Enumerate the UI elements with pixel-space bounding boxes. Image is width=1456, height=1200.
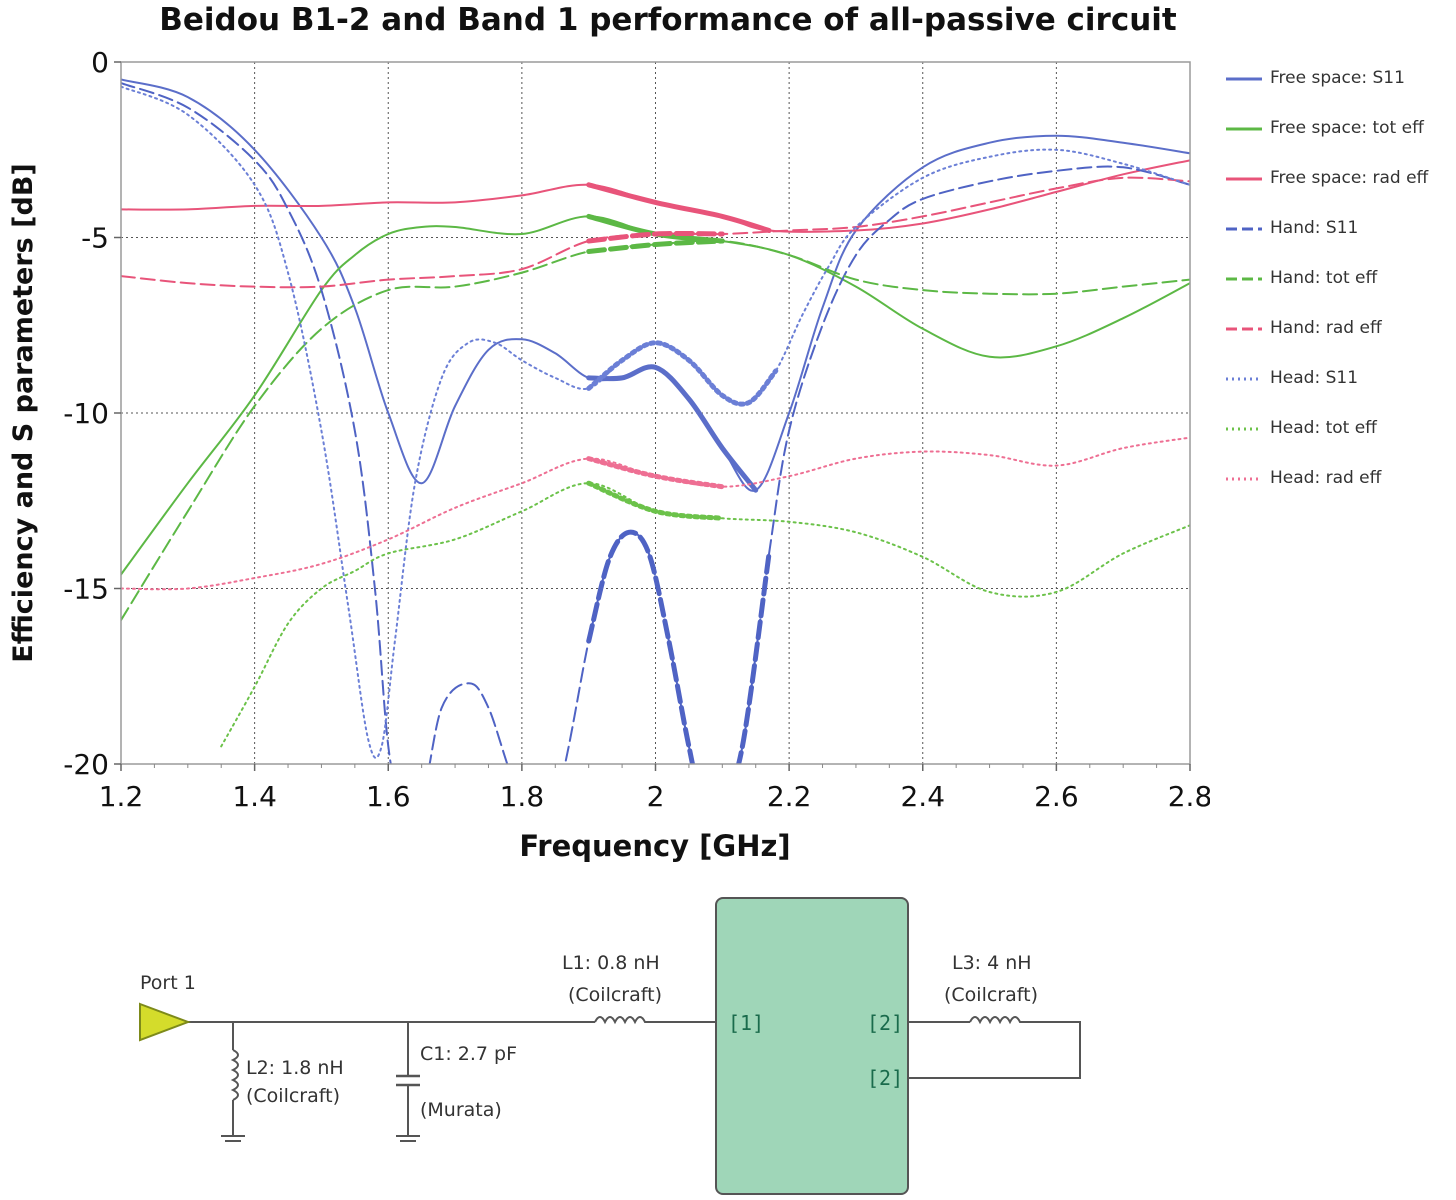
legend-swatch bbox=[1226, 427, 1262, 431]
c1-capacitor bbox=[396, 1022, 420, 1142]
chart-plot: 1.2 1.4 1.6 1.8 2 2.2 2.4 2.6 2.8 0 -5 -10 -15 -20 Fr… bbox=[8, 46, 1210, 863]
legend-item-hand-s11: Hand: S11 bbox=[1222, 214, 1454, 264]
legend-item-hand-rad-eff: Hand: rad eff bbox=[1222, 314, 1454, 364]
block-port-2: [2] bbox=[867, 1011, 903, 1035]
series-band-highlight-head-tot-eff bbox=[586, 480, 725, 521]
series-band-highlight-hand-s11 bbox=[586, 529, 772, 764]
legend-item-head-s11: Head: S11 bbox=[1222, 364, 1454, 414]
series-band-highlight-hand-rad-eff bbox=[586, 230, 725, 244]
legend-swatch bbox=[1226, 277, 1262, 281]
c1-label: C1: 2.7 pF bbox=[420, 1043, 517, 1065]
legend-swatch bbox=[1226, 227, 1262, 231]
legend-label: Head: rad eff bbox=[1270, 468, 1382, 488]
legend-label: Hand: S11 bbox=[1270, 218, 1359, 238]
x-tick-label: 2.2 bbox=[767, 780, 812, 813]
legend-swatch bbox=[1226, 177, 1262, 181]
series-line-free-space-tot-eff bbox=[121, 215, 1190, 576]
x-tick-label: 1.2 bbox=[99, 780, 144, 813]
y-tick-label: 0 bbox=[91, 46, 109, 79]
series-band-highlight-hand-tot-eff bbox=[586, 238, 725, 254]
legend-label: Free space: tot eff bbox=[1270, 118, 1424, 138]
series-line-head-tot-eff bbox=[220, 482, 1190, 748]
port-1-label: Port 1 bbox=[140, 972, 196, 994]
series-layer bbox=[121, 78, 1190, 764]
l3-label: L3: 4 nH bbox=[952, 952, 1032, 974]
block-port-1: [1] bbox=[728, 1011, 764, 1035]
x-tick-label: 1.8 bbox=[500, 780, 545, 813]
l1-label: L1: 0.8 nH bbox=[562, 952, 660, 974]
series-band-highlight-head-rad-eff bbox=[586, 456, 725, 490]
series-line-head-s11 bbox=[121, 85, 1190, 759]
port-1-symbol bbox=[139, 1002, 191, 1042]
x-tick-label: 1.6 bbox=[366, 780, 411, 813]
series-band-highlight-free-space-s11 bbox=[586, 364, 759, 493]
legend-swatch bbox=[1226, 127, 1262, 131]
legend-item-hand-tot-eff: Hand: tot eff bbox=[1222, 264, 1454, 314]
series-band-highlight-head-s11 bbox=[586, 340, 779, 407]
x-axis-label: Frequency [GHz] bbox=[519, 829, 790, 863]
legend-item-head-rad-eff: Head: rad eff bbox=[1222, 464, 1454, 514]
ticks: 1.2 1.4 1.6 1.8 2 2.2 2.4 2.6 2.8 0 -5 -10 -15 -20 bbox=[63, 46, 1210, 813]
l2-maker: (Coilcraft) bbox=[246, 1085, 340, 1107]
y-tick-label: -15 bbox=[63, 573, 109, 606]
c1-maker: (Murata) bbox=[420, 1099, 502, 1121]
block-port-2b: [2] bbox=[867, 1066, 903, 1090]
l3-inductor bbox=[969, 1016, 1025, 1025]
l1-maker: (Coilcraft) bbox=[568, 984, 662, 1006]
l1-inductor bbox=[594, 1016, 650, 1025]
legend-swatch bbox=[1226, 327, 1262, 331]
legend-swatch bbox=[1226, 477, 1262, 481]
y-tick-label: -10 bbox=[63, 397, 109, 430]
x-tick-label: 2.4 bbox=[900, 780, 945, 813]
module-block bbox=[715, 897, 909, 1195]
y-tick-label: -5 bbox=[81, 222, 109, 255]
y-tick-label: -20 bbox=[63, 748, 109, 781]
legend-swatch bbox=[1226, 377, 1262, 381]
x-tick-label: 2.6 bbox=[1034, 780, 1079, 813]
legend-label: Head: tot eff bbox=[1270, 418, 1377, 438]
legend-label: Hand: tot eff bbox=[1270, 268, 1378, 288]
l3-maker: (Coilcraft) bbox=[944, 984, 1038, 1006]
legend-item-head-tot-eff: Head: tot eff bbox=[1222, 414, 1454, 464]
series-band-highlight-free-space-rad-eff bbox=[586, 182, 772, 233]
legend-label: Free space: rad eff bbox=[1270, 168, 1429, 188]
legend-item-free-space-rad-eff: Free space: rad eff bbox=[1222, 164, 1454, 214]
x-tick-label: 1.4 bbox=[232, 780, 277, 813]
x-tick-label: 2 bbox=[647, 780, 665, 813]
legend-label: Free space: S11 bbox=[1270, 68, 1405, 88]
circuit-schematic: Port 1 L2: 1.8 nH (Coilcraft) C1: 2.7 pF… bbox=[139, 897, 1081, 1195]
legend-item-free-space-s11: Free space: S11 bbox=[1222, 64, 1454, 114]
legend-item-free-space-tot-eff: Free space: tot eff bbox=[1222, 114, 1454, 164]
x-tick-label: 2.8 bbox=[1168, 780, 1210, 813]
l3-return-wire bbox=[908, 1021, 1081, 1079]
y-axis-label: Efficiency and S parameters [dB] bbox=[8, 163, 39, 663]
l2-inductor bbox=[221, 1022, 245, 1142]
legend-label: Head: S11 bbox=[1270, 368, 1359, 388]
chart-title: Beidou B1-2 and Band 1 performance of al… bbox=[159, 2, 1177, 38]
legend: Free space: S11 Free space: tot eff Free s… bbox=[1222, 64, 1454, 514]
legend-label: Hand: rad eff bbox=[1270, 318, 1382, 338]
l2-label: L2: 1.8 nH bbox=[246, 1057, 344, 1079]
legend-swatch bbox=[1226, 77, 1262, 81]
grid bbox=[121, 62, 1190, 764]
